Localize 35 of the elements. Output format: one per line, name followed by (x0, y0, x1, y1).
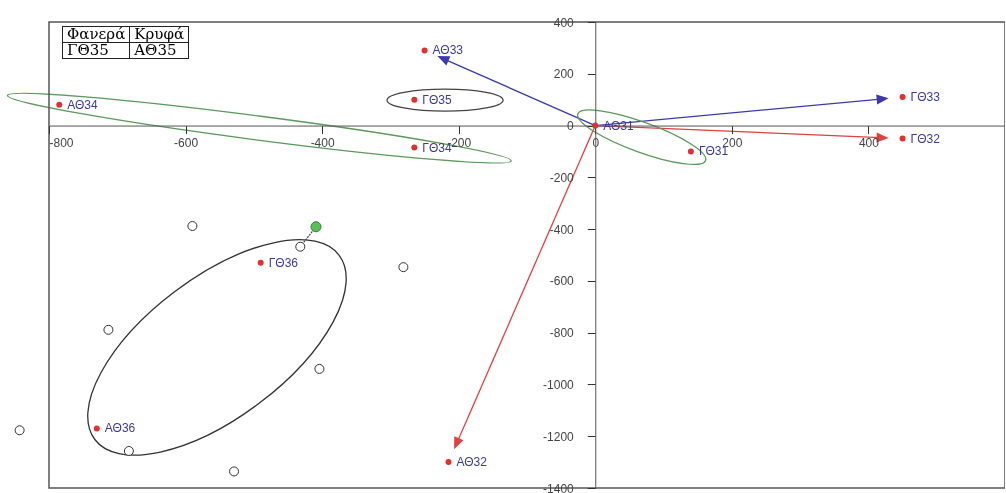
point (257, 259, 264, 266)
y-tick-label: -1200 (543, 429, 575, 444)
point (592, 122, 599, 129)
annotation: ΑΘ32 (456, 455, 488, 470)
annotation: Φανερά (62, 25, 130, 43)
x-tick-label: -600 (174, 136, 199, 151)
y-tick-label: -1000 (543, 377, 575, 392)
point (411, 144, 418, 151)
annotation: ΑΘ34 (67, 97, 98, 112)
x-tick-label: -400 (310, 136, 335, 151)
annotation: ΓΘ36 (268, 255, 299, 270)
annotation: ΓΘ32 (910, 131, 941, 146)
y-tick-label: -400 (549, 222, 575, 237)
point (56, 101, 63, 108)
point (899, 135, 906, 142)
x-tick-label: -800 (49, 136, 74, 151)
annotation: ΑΘ36 (104, 421, 136, 436)
annotation: ΑΘ33 (432, 43, 464, 58)
x-tick-label: 400 (858, 136, 880, 151)
annotation: Κρυφά (129, 25, 189, 43)
annotation: ΓΘ35 (422, 92, 452, 107)
y-tick-label: 0 (567, 119, 575, 134)
point (899, 94, 906, 101)
point (93, 425, 100, 432)
y-tick-label: -600 (549, 274, 575, 289)
annotation: ΓΘ33 (910, 90, 941, 105)
point (411, 96, 418, 103)
point (445, 459, 452, 466)
annotation: ΑΘ31 (603, 118, 635, 133)
annotation: ΑΘ35 (129, 41, 189, 59)
point (421, 47, 428, 54)
point (687, 148, 694, 155)
annotation: ΓΘ35 (62, 41, 130, 59)
y-tick-label: 200 (553, 67, 575, 82)
y-tick-label: -800 (549, 326, 575, 341)
